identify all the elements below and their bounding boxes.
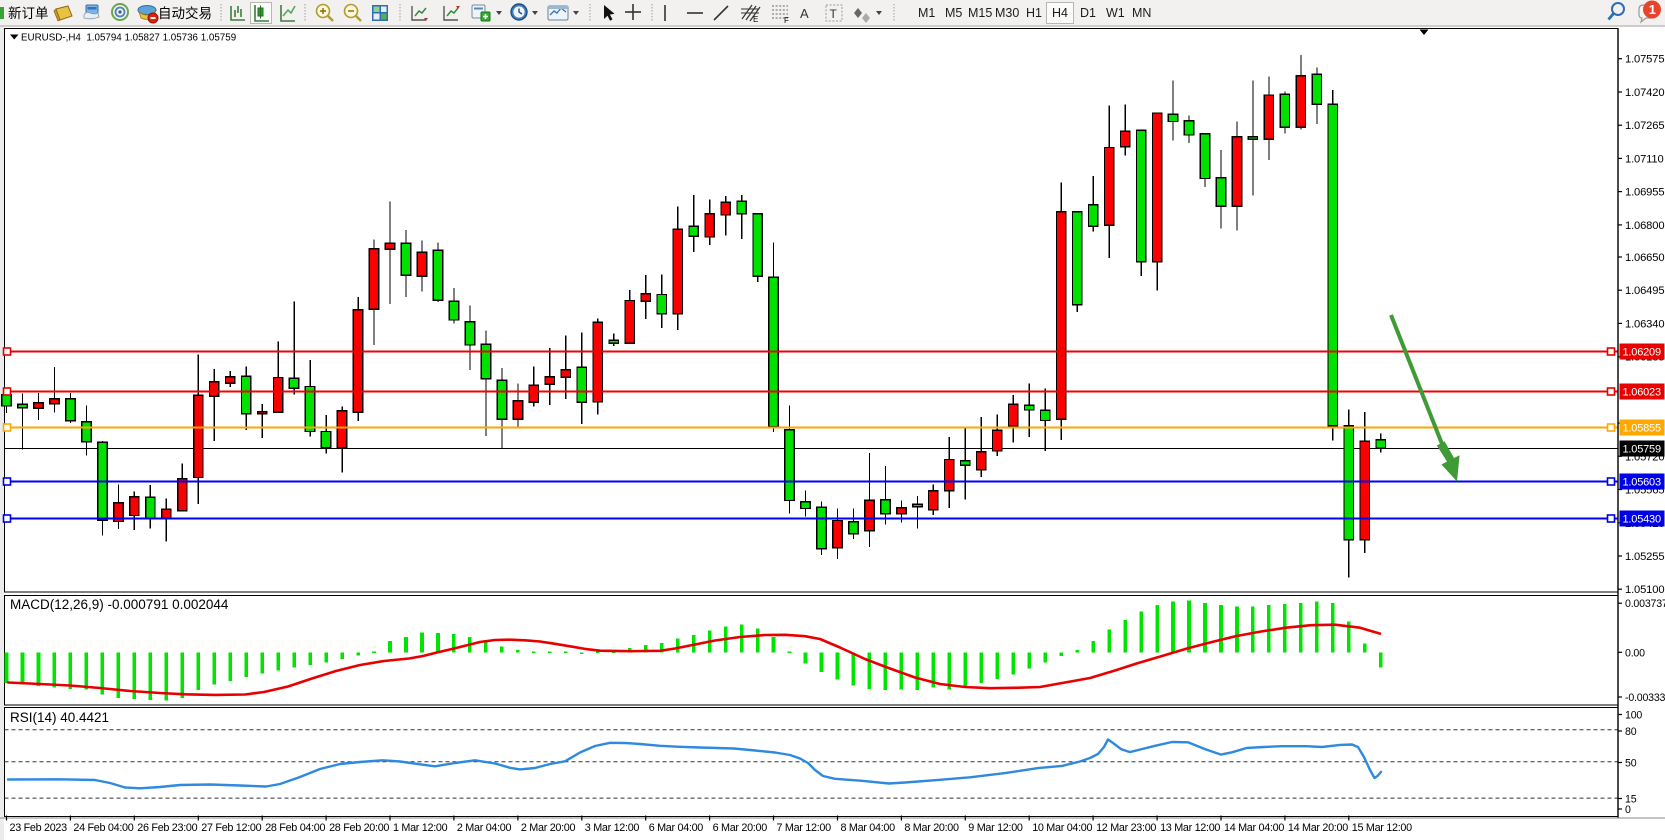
- svg-text:M15: M15: [968, 6, 992, 20]
- svg-text:1.06023: 1.06023: [1623, 387, 1661, 399]
- svg-text:7 Mar 12:00: 7 Mar 12:00: [777, 822, 832, 834]
- svg-text:1.05759: 1.05759: [1623, 444, 1661, 456]
- svg-text:W1: W1: [1106, 6, 1125, 20]
- svg-text:15 Mar 12:00: 15 Mar 12:00: [1352, 822, 1412, 834]
- svg-text:1.05603: 1.05603: [1623, 477, 1661, 489]
- svg-text:2 Mar 04:00: 2 Mar 04:00: [457, 822, 512, 834]
- svg-text:M30: M30: [995, 6, 1019, 20]
- svg-text:6 Mar 20:00: 6 Mar 20:00: [713, 822, 768, 834]
- svg-text:1.05100: 1.05100: [1625, 584, 1664, 596]
- svg-text:1.05855: 1.05855: [1623, 423, 1661, 435]
- svg-text:8 Mar 04:00: 8 Mar 04:00: [841, 822, 896, 834]
- svg-text:8 Mar 20:00: 8 Mar 20:00: [904, 822, 959, 834]
- svg-text:24 Feb 04:00: 24 Feb 04:00: [73, 822, 133, 834]
- svg-text:1.07110: 1.07110: [1625, 153, 1664, 165]
- svg-text:M5: M5: [945, 6, 962, 20]
- svg-text:1.05430: 1.05430: [1623, 514, 1661, 526]
- svg-text:100: 100: [1625, 710, 1642, 722]
- svg-text:28 Feb 20:00: 28 Feb 20:00: [329, 822, 389, 834]
- svg-text:9 Mar 12:00: 9 Mar 12:00: [968, 822, 1023, 834]
- svg-text:MACD(12,26,9) -0.000791 0.0020: MACD(12,26,9) -0.000791 0.002044: [10, 597, 229, 612]
- svg-text:自动交易: 自动交易: [158, 5, 212, 21]
- svg-text:3 Mar 12:00: 3 Mar 12:00: [585, 822, 640, 834]
- svg-text:2 Mar 20:00: 2 Mar 20:00: [521, 822, 576, 834]
- svg-text:28 Feb 04:00: 28 Feb 04:00: [265, 822, 325, 834]
- svg-text:1.06340: 1.06340: [1625, 318, 1664, 330]
- svg-text:T: T: [830, 7, 838, 21]
- svg-text:1.07575: 1.07575: [1625, 54, 1664, 66]
- svg-text:H1: H1: [1026, 6, 1042, 20]
- svg-text:15: 15: [1625, 794, 1637, 806]
- svg-text:6 Mar 04:00: 6 Mar 04:00: [649, 822, 704, 834]
- svg-text:50: 50: [1625, 758, 1637, 770]
- svg-text:1.06495: 1.06495: [1625, 285, 1664, 297]
- svg-text:新订单: 新订单: [8, 6, 49, 21]
- svg-text:1.06650: 1.06650: [1625, 252, 1664, 264]
- svg-text:1.06955: 1.06955: [1625, 187, 1664, 199]
- svg-text:26 Feb 23:00: 26 Feb 23:00: [137, 822, 197, 834]
- svg-text:D1: D1: [1080, 6, 1096, 20]
- svg-text:E: E: [753, 15, 758, 24]
- svg-text:1: 1: [1649, 2, 1656, 17]
- svg-text:1.06209: 1.06209: [1623, 347, 1661, 359]
- svg-text:1.05255: 1.05255: [1625, 551, 1664, 563]
- svg-text:14 Mar 04:00: 14 Mar 04:00: [1224, 822, 1284, 834]
- svg-text:M1: M1: [918, 6, 935, 20]
- svg-text:H4: H4: [1052, 6, 1068, 20]
- svg-text:27 Feb 12:00: 27 Feb 12:00: [201, 822, 261, 834]
- svg-text:12 Mar 23:00: 12 Mar 23:00: [1096, 822, 1156, 834]
- svg-text:A: A: [800, 6, 809, 21]
- svg-text:1.07420: 1.07420: [1625, 87, 1664, 99]
- svg-text:-0.003337: -0.003337: [1625, 692, 1665, 704]
- svg-text:RSI(14) 40.4421: RSI(14) 40.4421: [10, 710, 109, 725]
- svg-text:0: 0: [1625, 804, 1631, 816]
- svg-text:0.003737: 0.003737: [1625, 598, 1665, 610]
- svg-text:F: F: [784, 16, 789, 25]
- svg-text:1 Mar 12:00: 1 Mar 12:00: [393, 822, 448, 834]
- svg-text:MN: MN: [1132, 6, 1151, 20]
- svg-text:13 Mar 12:00: 13 Mar 12:00: [1160, 822, 1220, 834]
- svg-text:80: 80: [1625, 726, 1637, 738]
- svg-text:EURUSD-,H4 1.05794 1.05827 1.: EURUSD-,H4 1.05794 1.05827 1.05736 1.057…: [21, 33, 236, 44]
- svg-text:1.06800: 1.06800: [1625, 220, 1664, 232]
- svg-text:10 Mar 04:00: 10 Mar 04:00: [1032, 822, 1092, 834]
- svg-text:23 Feb 2023: 23 Feb 2023: [10, 822, 68, 834]
- svg-text:1.07265: 1.07265: [1625, 120, 1664, 132]
- svg-text:14 Mar 20:00: 14 Mar 20:00: [1288, 822, 1348, 834]
- svg-text:0.00: 0.00: [1625, 647, 1645, 659]
